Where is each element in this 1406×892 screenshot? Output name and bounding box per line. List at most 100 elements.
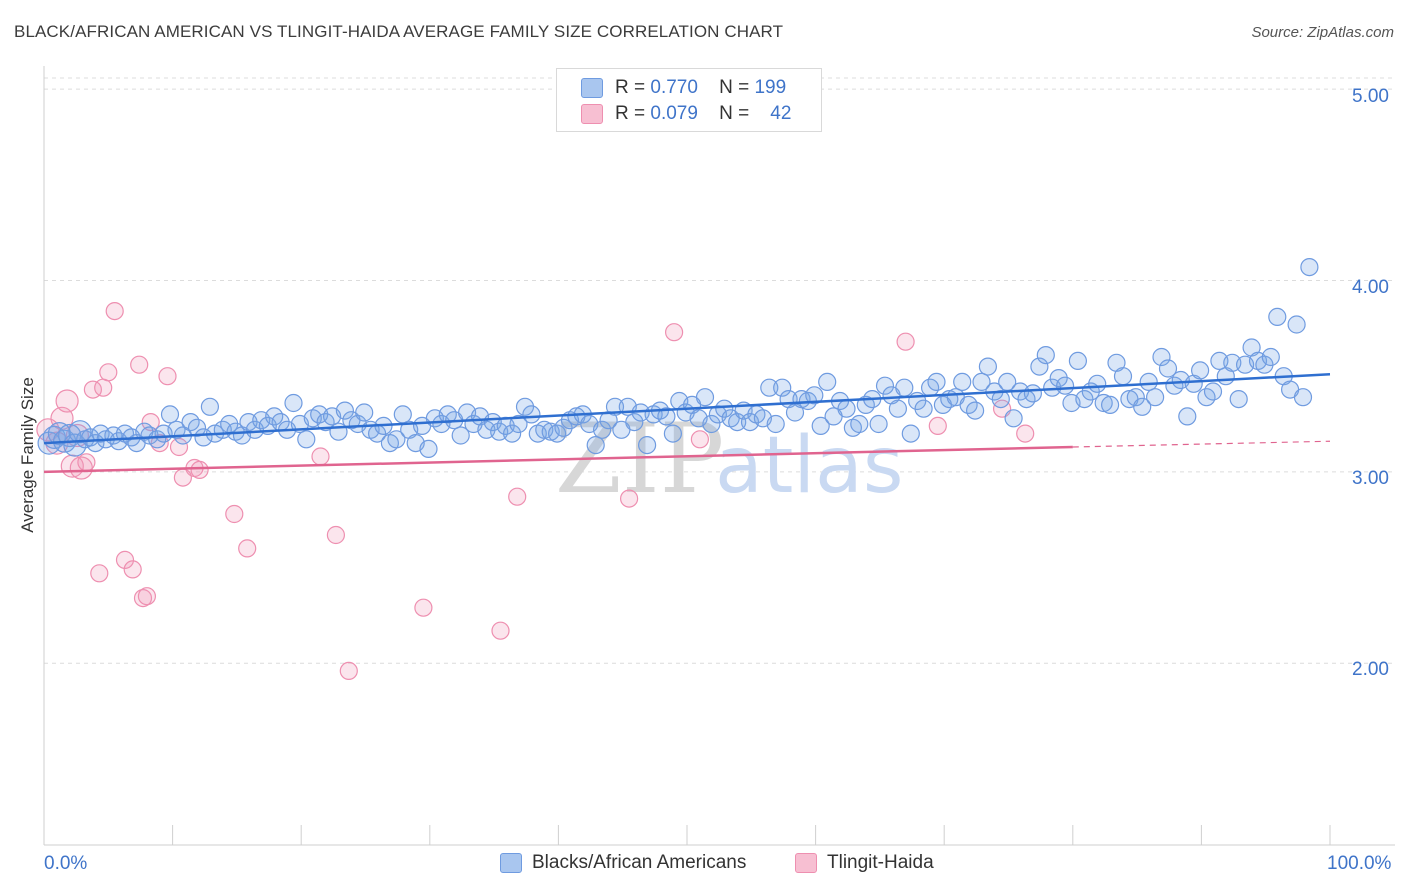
blacks-point-173: [1139, 372, 1158, 391]
blacks-point-156: [1030, 357, 1049, 376]
blacks-point-115: [766, 414, 785, 434]
legend-swatch-blue: [500, 853, 522, 873]
watermark: ZIP atlas: [555, 403, 904, 515]
tlingit-haida-point-35: [690, 430, 710, 449]
legend-swatch-pink: [581, 104, 603, 124]
blacks-point-135: [895, 378, 914, 397]
y-tick-label-5: 5.00: [1352, 86, 1389, 107]
blacks-point-51: [355, 403, 374, 422]
blacks-point-179: [1178, 407, 1197, 426]
blacks-point-104: [695, 388, 715, 407]
blacks-point-175: [1152, 347, 1171, 367]
tlingit-haida-point-31: [491, 621, 510, 640]
blacks-point-181: [1190, 361, 1210, 380]
blacks-point-76: [515, 397, 535, 416]
blacks-point-87: [586, 436, 605, 455]
blacks-point-77: [522, 405, 541, 424]
tlingit-haida-point-11: [99, 363, 118, 382]
blacks-point-160: [1055, 376, 1075, 395]
blacks-point-131: [869, 414, 888, 434]
blacks-point-192: [1261, 347, 1280, 367]
blacks-point-126: [837, 399, 856, 418]
blacks-point-140: [927, 372, 946, 391]
blacks-point-90: [605, 397, 625, 416]
blacks-point-138: [914, 399, 933, 418]
legend-label-tlingit: Tlingit-Haida: [827, 852, 934, 873]
blacks-point-40: [284, 393, 303, 413]
tlingit-haida-point-27: [311, 447, 330, 466]
blacks-trend-line: [43, 373, 1331, 445]
black-african-american-points: [37, 258, 1319, 458]
tlingit-haida-point-39: [1016, 424, 1035, 443]
blacks-point-107: [715, 399, 734, 418]
tlingit-haida-point-37: [928, 416, 947, 435]
blacks-point-66: [451, 426, 470, 445]
r-value: 0.770: [650, 77, 698, 98]
tlingit-haida-point-20: [158, 367, 177, 386]
chart-title: BLACK/AFRICAN AMERICAN VS TLINGIT-HAIDA …: [14, 22, 784, 41]
y-tick-label-4: 4.00: [1352, 277, 1389, 298]
blacks-point-165: [1088, 374, 1107, 393]
legend-row-blacks: R = 0.770 N = 199: [581, 76, 786, 100]
blacks-point-121: [805, 386, 824, 405]
blacks-point-105: [702, 414, 721, 434]
blacks-point-6: [68, 420, 92, 444]
blacks-point-198: [1300, 258, 1319, 277]
n-label: N =: [719, 77, 750, 98]
blacks-point-99: [663, 424, 683, 443]
blacks-point-27: [200, 397, 219, 416]
source-credit: Source: ZipAtlas.com: [1251, 24, 1394, 41]
watermark-atlas: atlas: [715, 421, 904, 511]
tlingit-haida-point-30: [414, 598, 433, 617]
tlingit-haida-point-9: [90, 564, 109, 583]
blacks-point-42: [297, 430, 316, 449]
blacks-point-122: [811, 416, 830, 435]
n-label: N =: [719, 103, 750, 124]
blacks-point-74: [502, 424, 522, 443]
blacks-point-21: [160, 405, 180, 424]
tlingit-haida-point-18: [141, 413, 160, 432]
blacks-point-56: [387, 430, 406, 449]
blacks-point-162: [1068, 351, 1088, 370]
tlingit-haida-point-12: [105, 302, 124, 321]
r-label: R =: [615, 77, 646, 98]
blacks-point-61: [419, 439, 438, 458]
correlation-legend: R = 0.770 N = 199 R = 0.079 N = 42: [556, 68, 822, 132]
tlingit-haida-point-25: [225, 504, 244, 524]
blacks-point-134: [888, 399, 908, 418]
blacks-point-98: [657, 407, 676, 426]
blacks-point-93: [625, 413, 644, 432]
r-label: R =: [615, 103, 646, 124]
blacks-point-136: [901, 424, 920, 443]
legend-swatch-blue: [581, 78, 603, 98]
tlingit-haida-trend-line: [43, 445, 1073, 474]
blacks-point-176: [1158, 359, 1178, 378]
blacks-point-88: [592, 420, 612, 439]
blacks-point-148: [978, 357, 998, 376]
tlingit-haida-point-26: [238, 539, 257, 558]
blacks-point-114: [760, 378, 779, 397]
blacks-point-171: [1126, 388, 1145, 407]
blacks-point-75: [509, 414, 528, 434]
tlingit-haida-point-32: [508, 487, 527, 506]
blacks-point-157: [1036, 346, 1055, 365]
tlingit-haida-point-17: [137, 587, 156, 606]
legend-row-tlingit: R = 0.079 N = 42: [581, 102, 791, 126]
blacks-point-183: [1203, 382, 1223, 401]
blacks-point-169: [1113, 367, 1133, 386]
legend-item-tlingit: Tlingit-Haida: [795, 852, 934, 874]
tlingit-haida-point-36: [896, 332, 915, 351]
tlingit-haida-point-24: [190, 460, 209, 479]
blacks-point-146: [965, 401, 985, 420]
blacks-point-128: [850, 414, 869, 434]
tlingit-haida-point-7: [77, 453, 96, 472]
blacks-point-187: [1229, 390, 1248, 409]
blacks-point-174: [1145, 388, 1165, 407]
blacks-point-159: [1049, 369, 1068, 388]
legend-label-blacks: Blacks/African Americans: [532, 852, 747, 873]
x-tick-label-max: 100.0%: [1327, 853, 1392, 874]
legend-swatch-pink: [795, 853, 817, 873]
tlingit-haida-point-3: [55, 389, 79, 413]
tlingit-haida-trend-extension: [1072, 440, 1331, 448]
legend-item-blacks: Blacks/African Americans: [500, 852, 746, 874]
